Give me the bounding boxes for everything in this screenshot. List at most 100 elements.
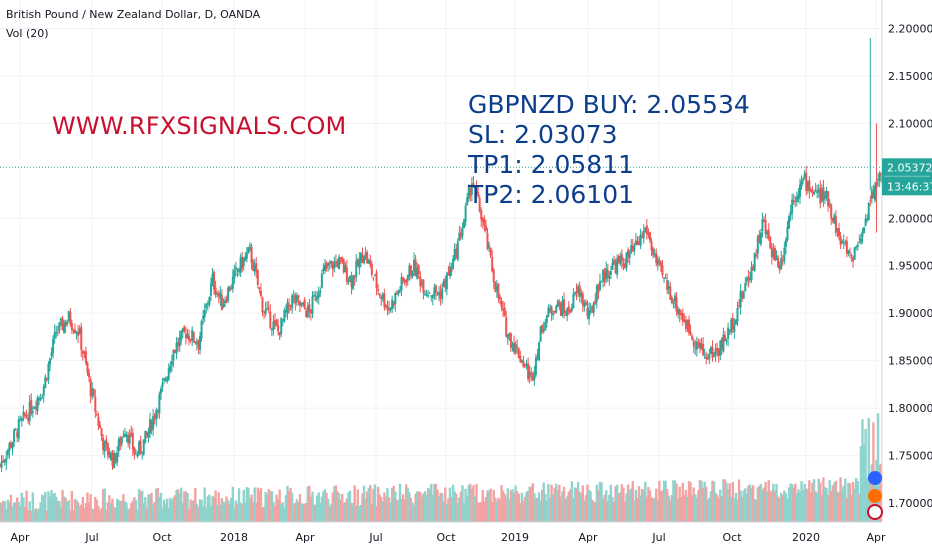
volume-bar: [501, 490, 505, 522]
volume-bar: [615, 484, 619, 522]
candle-body: [880, 172, 883, 176]
candle-body: [402, 277, 405, 281]
volume-bar: [228, 503, 231, 522]
candle-body: [220, 295, 223, 311]
candle-body: [23, 414, 26, 417]
candle-body: [19, 418, 22, 420]
candle-body: [34, 407, 37, 409]
volume-bar: [640, 489, 644, 522]
volume-bar: [47, 491, 50, 522]
candle-body: [91, 388, 94, 397]
candle-body: [466, 197, 469, 206]
dividend-event-icon[interactable]: [868, 471, 882, 485]
volume-bar: [659, 491, 663, 522]
y-tick-label: 1.75000: [888, 450, 932, 463]
candle-body: [436, 294, 439, 296]
candle-body: [588, 309, 591, 319]
volume-bar: [492, 489, 495, 522]
volume-bar: [848, 483, 852, 522]
flag-event-icon[interactable]: [867, 504, 883, 520]
candle-body: [314, 297, 317, 301]
volume-bar: [398, 483, 402, 522]
volume-bar: [94, 496, 97, 522]
volume-bar: [787, 487, 791, 522]
candle-body: [870, 189, 873, 200]
candle-body: [200, 320, 203, 339]
candle-body: [583, 302, 586, 308]
candle-body: [305, 310, 308, 318]
volume-bar: [590, 499, 594, 522]
candle-body: [600, 281, 603, 283]
candle-body: [420, 282, 423, 285]
volume-bar: [215, 504, 219, 522]
volume-bar: [45, 510, 49, 522]
volume-bar: [864, 428, 867, 522]
candle-body: [848, 252, 851, 254]
volume-bar: [103, 488, 106, 522]
candle-body: [517, 348, 520, 359]
volume-bar: [187, 508, 191, 522]
volume-bar: [3, 501, 6, 522]
candle-body: [247, 247, 250, 254]
volume-bar: [842, 485, 845, 522]
signal-stop-loss: SL: 2.03073: [468, 120, 618, 149]
volume-bar: [781, 494, 784, 522]
candle-body: [836, 228, 839, 232]
candle-body: [558, 302, 561, 306]
candle-body: [481, 217, 484, 222]
volume-bar: [140, 490, 144, 522]
volume-bar: [831, 485, 834, 522]
event-icons[interactable]: [867, 471, 883, 520]
candle-body: [192, 332, 195, 342]
volume-bar: [697, 490, 700, 522]
candle-body: [273, 319, 276, 322]
candle-body: [509, 333, 512, 348]
volume-bar: [406, 488, 409, 522]
candle-body: [288, 304, 291, 307]
candle-body: [373, 274, 376, 277]
candle-body: [727, 327, 730, 339]
candle-body: [33, 407, 36, 410]
candle-body: [55, 333, 58, 335]
volume-bar: [756, 487, 759, 522]
volume-indicator-label[interactable]: Vol (20): [6, 27, 49, 40]
candle-body: [809, 189, 812, 192]
earnings-event-icon[interactable]: [868, 489, 882, 503]
volume-bar: [298, 494, 302, 522]
volume-bar: [594, 502, 597, 522]
volume-bar: [156, 487, 160, 522]
candle-body: [788, 215, 791, 229]
volume-bar: [300, 503, 303, 522]
candle-body: [130, 432, 133, 436]
candle-body: [277, 325, 280, 332]
candle-body: [867, 202, 870, 221]
candle-body: [839, 236, 842, 245]
candle-body: [497, 283, 500, 299]
volume-bar: [515, 491, 519, 522]
volume-bar: [269, 491, 272, 522]
volume-bar: [317, 492, 320, 522]
volume-bar: [426, 487, 430, 522]
candle-body: [733, 324, 736, 333]
candle-body: [156, 411, 159, 413]
candle-body: [294, 294, 297, 304]
volume-bar: [647, 487, 650, 522]
candle-body: [463, 219, 466, 229]
candle-body: [831, 217, 834, 221]
candle-body: [855, 246, 858, 248]
candle-body: [605, 268, 608, 280]
volume-bar: [19, 506, 22, 522]
volume-bar: [87, 502, 91, 522]
candle-body: [413, 260, 416, 272]
candle-body: [230, 287, 233, 289]
volume-bar: [698, 480, 702, 522]
candle-body: [422, 279, 425, 294]
volume-bar: [765, 491, 769, 522]
volume-bar: [372, 488, 375, 522]
volume-bar: [390, 488, 394, 522]
candle-body: [747, 277, 750, 281]
candle-body: [248, 245, 251, 247]
candle-body: [606, 269, 609, 279]
volume-bar: [614, 486, 617, 522]
